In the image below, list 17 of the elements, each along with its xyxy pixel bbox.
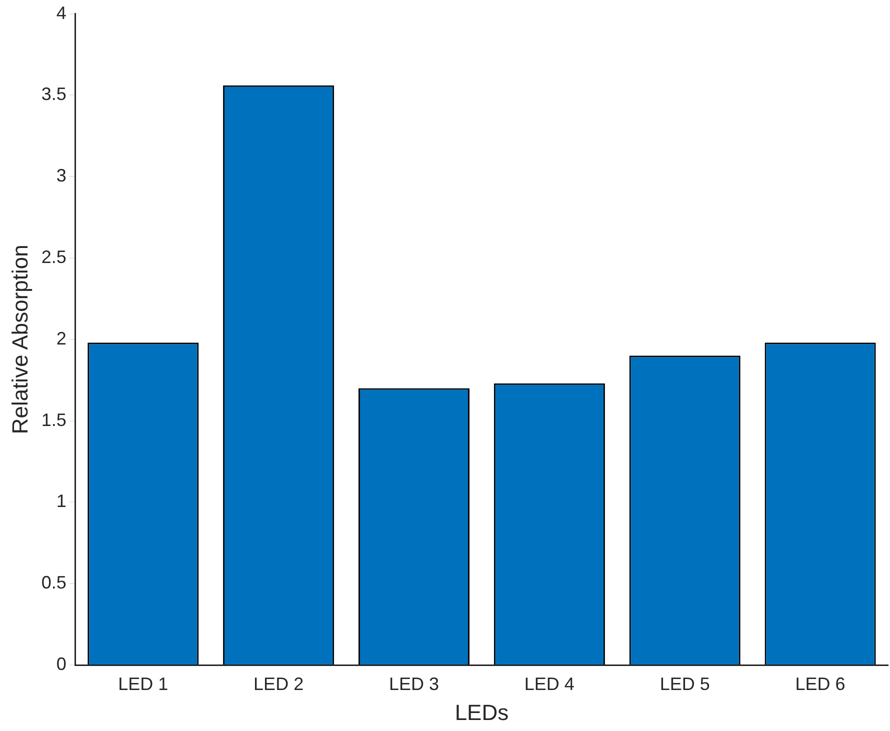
y-tick-label: 3 xyxy=(56,166,66,186)
x-tick-label: LED 4 xyxy=(524,674,574,694)
y-tick-label: 4 xyxy=(56,2,66,23)
y-tick-label: 0.5 xyxy=(41,572,66,593)
y-tick-label: 0 xyxy=(56,654,66,674)
y-tick-label: 1 xyxy=(56,491,66,512)
y-tick-label: 2.5 xyxy=(41,246,66,267)
y-tick-label: 2 xyxy=(56,328,66,348)
x-tick-label: LED 1 xyxy=(118,674,168,694)
x-axis-title: LEDs xyxy=(454,700,509,725)
y-axis-title: Relative Absorption xyxy=(7,244,32,434)
x-tick-label: LED 3 xyxy=(388,674,440,694)
x-tick-label: LED 5 xyxy=(660,674,710,694)
x-tick-label: LED 2 xyxy=(254,674,304,694)
y-tick-label: 3.5 xyxy=(41,84,66,104)
x-tick-label: LED 6 xyxy=(795,674,846,694)
y-tick-label: 1.5 xyxy=(41,410,66,430)
